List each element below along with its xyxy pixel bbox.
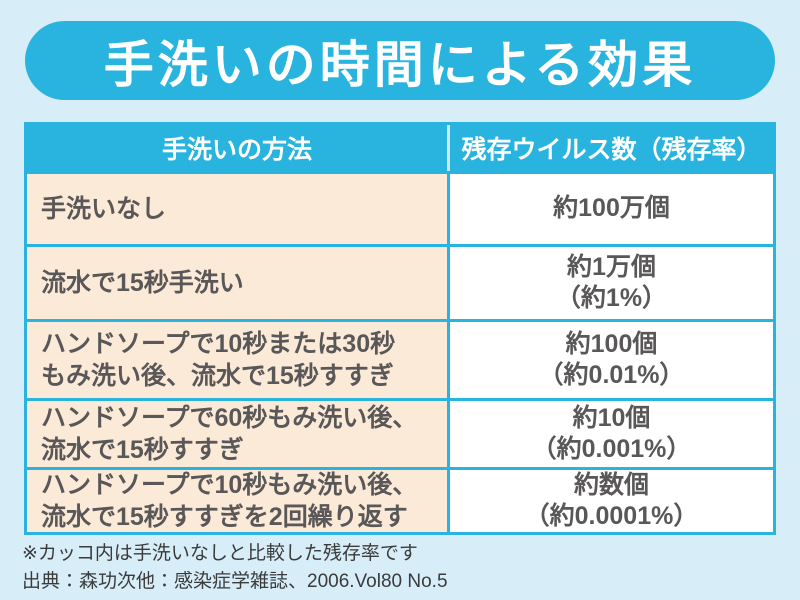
survival-rate: （約1%）: [555, 284, 668, 312]
table-row: ハンドソープで10秒もみ洗い後、 流水で15秒すすぎを2回繰り返す 約数個 （約…: [27, 470, 773, 532]
footnote: ※カッコ内は手洗いなしと比較した残存率です: [22, 543, 418, 564]
method-cell: 流水で15秒手洗い: [27, 247, 447, 319]
result-cell: 約10個 （約0.001%）: [450, 401, 773, 467]
result-cell: 約数個 （約0.0001%）: [450, 470, 773, 532]
result-cell: 約100個 （約0.01%）: [450, 322, 773, 398]
virus-count: 約100個: [565, 329, 658, 358]
method-cell: ハンドソープで60秒もみ洗い後、 流水で15秒すすぎ: [27, 401, 447, 467]
survival-rate: （約0.001%）: [531, 435, 692, 463]
result-cell: 約1万個 （約1%）: [450, 247, 773, 319]
source-citation: 出典：森功次他：感染症学雑誌、2006.Vol80 No.5: [22, 570, 448, 592]
virus-count: 約1万個: [567, 252, 656, 281]
table-header-row: 手洗いの方法 残存ウイルス数（残存率）: [27, 125, 773, 171]
survival-rate: （約0.01%）: [538, 361, 685, 389]
header-cell-virus-count: 残存ウイルス数（残存率）: [450, 125, 773, 171]
table-row: 手洗いなし 約100万個: [27, 174, 773, 244]
page-title: 手洗いの時間による効果: [103, 36, 697, 93]
table-row: ハンドソープで10秒または30秒 もみ洗い後、流水で15秒すすぎ 約100個 （…: [27, 322, 773, 398]
virus-count: 約100万個: [553, 194, 670, 223]
virus-count: 約10個: [572, 403, 651, 432]
result-cell: 約100万個: [450, 174, 773, 244]
virus-count: 約数個: [573, 470, 649, 499]
results-table: 手洗いの方法 残存ウイルス数（残存率） 手洗いなし 約100万個 流水で15秒手…: [24, 122, 776, 535]
column-divider: [447, 125, 450, 171]
method-cell: ハンドソープで10秒または30秒 もみ洗い後、流水で15秒すすぎ: [27, 322, 447, 398]
header-cell-method: 手洗いの方法: [27, 125, 447, 171]
survival-rate: （約0.0001%）: [524, 502, 699, 530]
footer-notes: ※カッコ内は手洗いなしと比較した残存率です 出典：森功次他：感染症学雑誌、200…: [22, 540, 448, 595]
table-row: ハンドソープで60秒もみ洗い後、 流水で15秒すすぎ 約10個 （約0.001%…: [27, 401, 773, 467]
method-cell: 手洗いなし: [27, 174, 447, 244]
title-banner: 手洗いの時間による効果: [25, 21, 775, 100]
table-row: 流水で15秒手洗い 約1万個 （約1%）: [27, 247, 773, 319]
method-cell: ハンドソープで10秒もみ洗い後、 流水で15秒すすぎを2回繰り返す: [27, 470, 447, 532]
